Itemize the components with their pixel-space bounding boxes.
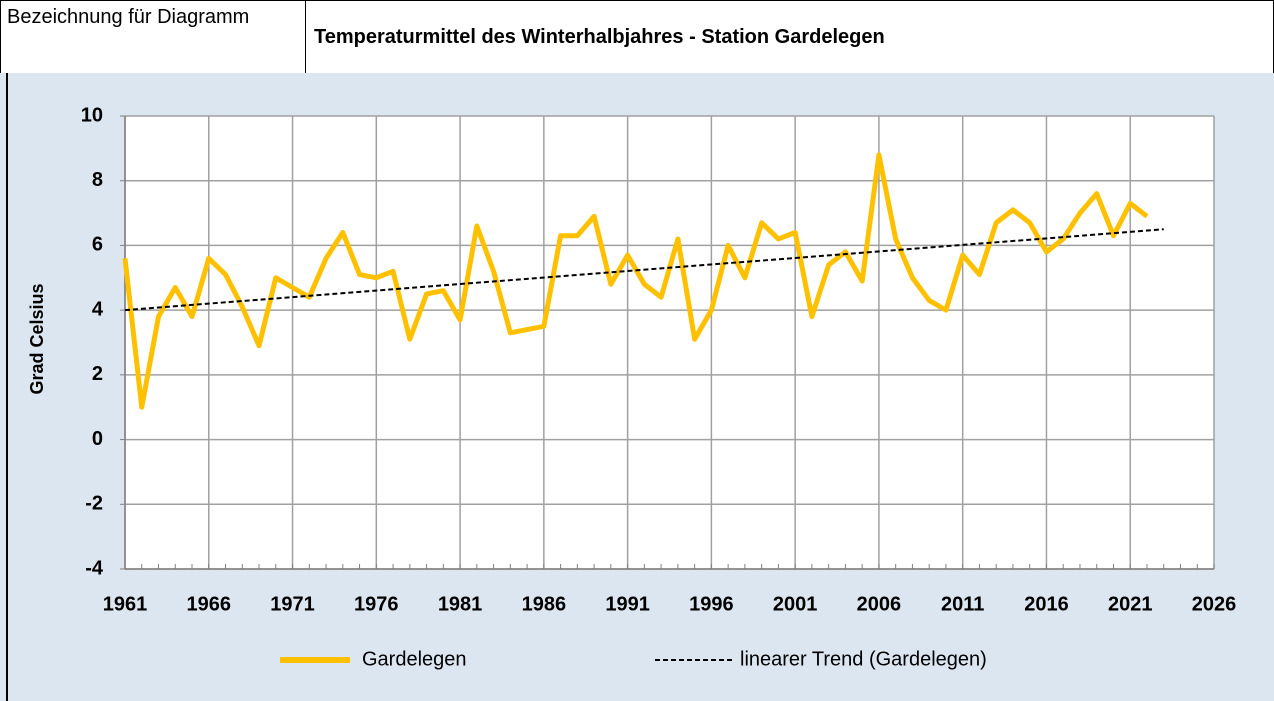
y-tick-label: -2	[85, 493, 103, 515]
y-tick-label: 6	[92, 234, 103, 256]
x-tick-label: 1991	[605, 593, 650, 615]
y-tick-label: -4	[85, 557, 104, 579]
x-tick-label: 2001	[773, 593, 818, 615]
x-tick-label: 1981	[438, 593, 483, 615]
x-tick-label: 1966	[187, 593, 232, 615]
x-tick-label: 2006	[857, 593, 902, 615]
y-axis-label: Grad Celsius	[27, 283, 47, 394]
x-tick-label: 2011	[941, 593, 984, 615]
chart: Grad Celsius -4 -2 0 2 4 6 8 10 1961 1966 1971 1976…	[0, 73, 1274, 701]
x-tick-label: 1971	[270, 593, 315, 615]
trend-line	[124, 228, 1164, 312]
y-tick-label: 2	[92, 363, 103, 385]
legend-label: linearer Trend (Gardelegen)	[740, 648, 987, 670]
x-tick-label: 2026	[1192, 593, 1237, 615]
y-tick-label: 0	[92, 428, 103, 450]
y-tick-label: 10	[81, 104, 103, 126]
x-tick-label: 1996	[689, 593, 734, 615]
plot-area	[125, 116, 1214, 569]
chart-title: Temperaturmittel des Winterhalbjahres - …	[305, 0, 1274, 74]
legend-label: Gardelegen	[362, 648, 467, 670]
x-tick-label: 2021	[1108, 593, 1153, 615]
x-tick-label: 1986	[522, 593, 567, 615]
label-cell: Bezeichnung für Diagramm	[0, 0, 306, 74]
x-tick-label: 2016	[1024, 593, 1069, 615]
x-tick-label: 1961	[103, 593, 148, 615]
x-tick-label: 1976	[354, 593, 399, 615]
y-tick-label: 4	[92, 298, 104, 320]
y-tick-label: 8	[92, 169, 103, 191]
